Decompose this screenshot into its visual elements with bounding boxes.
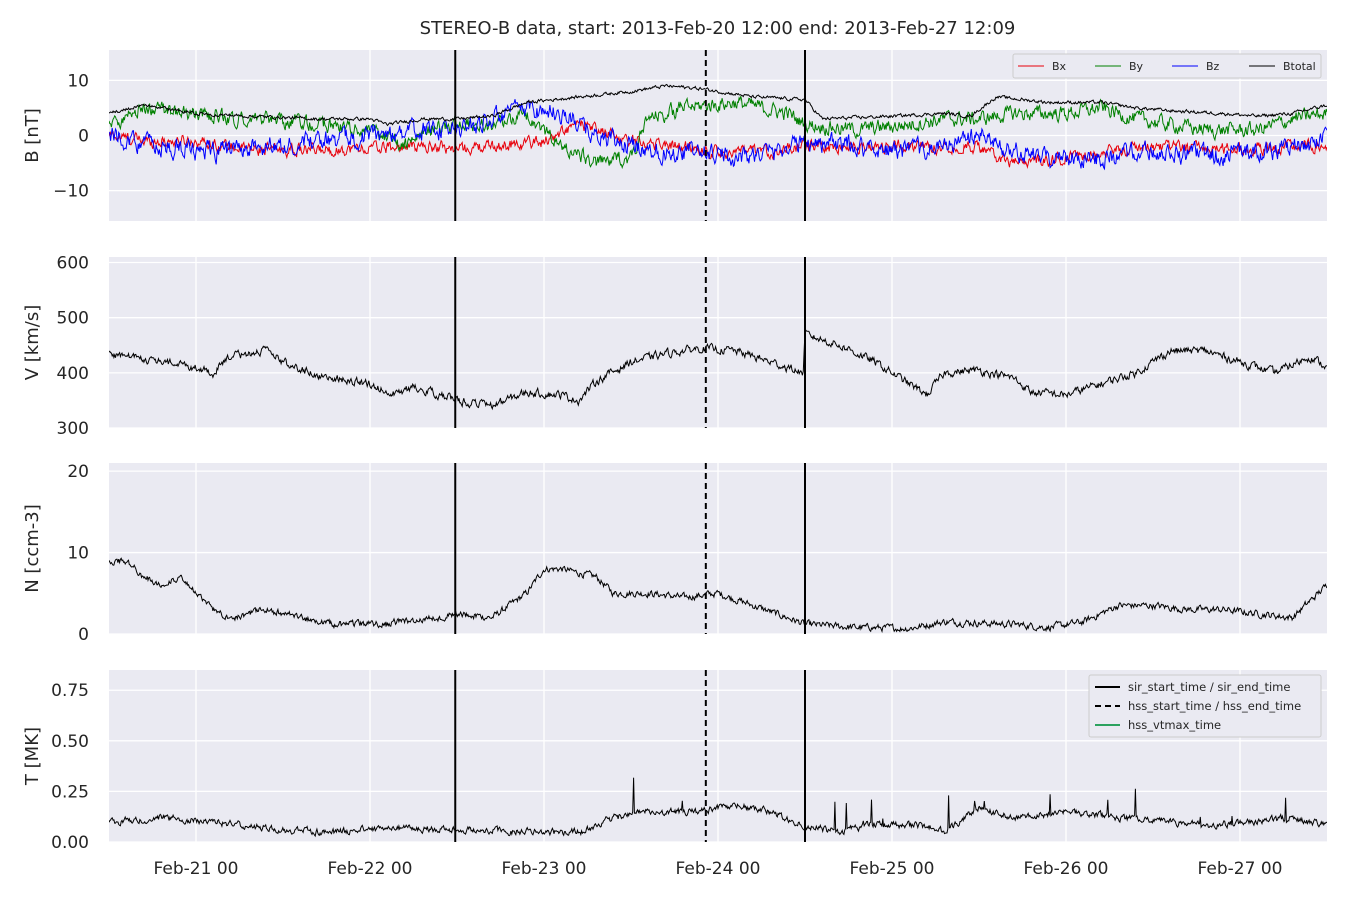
y-tick-label: 0 <box>78 625 89 645</box>
legend-box <box>1012 53 1322 79</box>
y-tick-label: 10 <box>67 71 89 91</box>
x-tick-label: Feb-25 00 <box>850 859 935 879</box>
y-tick-label: 20 <box>67 462 89 482</box>
series-Bz <box>109 99 1327 171</box>
y-tick-label: 600 <box>57 254 89 274</box>
legend-label-By: By <box>1129 60 1144 73</box>
series-N <box>109 557 1327 634</box>
y-axis-label: B [nT] <box>22 108 43 163</box>
legend-label-Bx: Bx <box>1052 60 1067 73</box>
y-tick-label: 0.50 <box>51 732 89 752</box>
series-T <box>109 777 1327 838</box>
legend-label-1: hss_start_time / hss_end_time <box>1128 699 1301 713</box>
y-tick-label: 0.25 <box>51 782 89 802</box>
y-axis-label: N [ccm-3] <box>22 504 43 593</box>
chart-title: STEREO-B data, start: 2013-Feb-20 12:00 … <box>419 18 1016 39</box>
series-By <box>109 96 1327 170</box>
x-tick-label: Feb-26 00 <box>1024 859 1109 879</box>
x-tick-label: Feb-21 00 <box>154 859 239 879</box>
legend-label-2: hss_vtmax_time <box>1128 718 1221 732</box>
x-tick-label: Feb-27 00 <box>1198 859 1283 879</box>
panel-B: 10 0 −10 B [nT] Bx By Bz Btotal <box>22 50 1327 221</box>
y-tick-label: 300 <box>57 419 89 439</box>
y-axis-label: T [MK] <box>22 727 43 786</box>
y-tick-label: 0.75 <box>51 681 89 701</box>
y-axis-label: V [km/s] <box>22 305 43 380</box>
legend-t: sir_start_time / sir_end_time hss_start_t… <box>1088 674 1322 738</box>
x-tick-label: Feb-23 00 <box>502 859 587 879</box>
x-tick-label: Feb-24 00 <box>676 859 761 879</box>
legend-label-Btotal: Btotal <box>1283 60 1316 73</box>
y-tick-label: 0 <box>78 127 89 147</box>
x-tick-label: Feb-22 00 <box>328 859 413 879</box>
panel-T: 0.75 0.50 0.25 0.00 T [MK] sir_start_time / s… <box>22 670 1327 853</box>
series-Bx <box>109 118 1327 170</box>
legend-label-0: sir_start_time / sir_end_time <box>1128 680 1290 694</box>
y-tick-label: 400 <box>57 364 89 384</box>
legend-label-Bz: Bz <box>1206 60 1220 73</box>
series-Btotal <box>109 83 1327 127</box>
y-tick-label: 0.00 <box>51 833 89 853</box>
legend-box <box>1088 674 1322 738</box>
series-V <box>109 328 1327 411</box>
y-tick-label: −10 <box>53 182 89 202</box>
legend-b: Bx By Bz Btotal <box>1012 53 1322 79</box>
y-tick-label: 500 <box>57 309 89 329</box>
panel-V: 600 500 400 300 V [km/s] <box>22 254 1327 439</box>
y-tick-label: 10 <box>67 544 89 564</box>
panel-N: 20 10 0 N [ccm-3] <box>22 462 1327 645</box>
